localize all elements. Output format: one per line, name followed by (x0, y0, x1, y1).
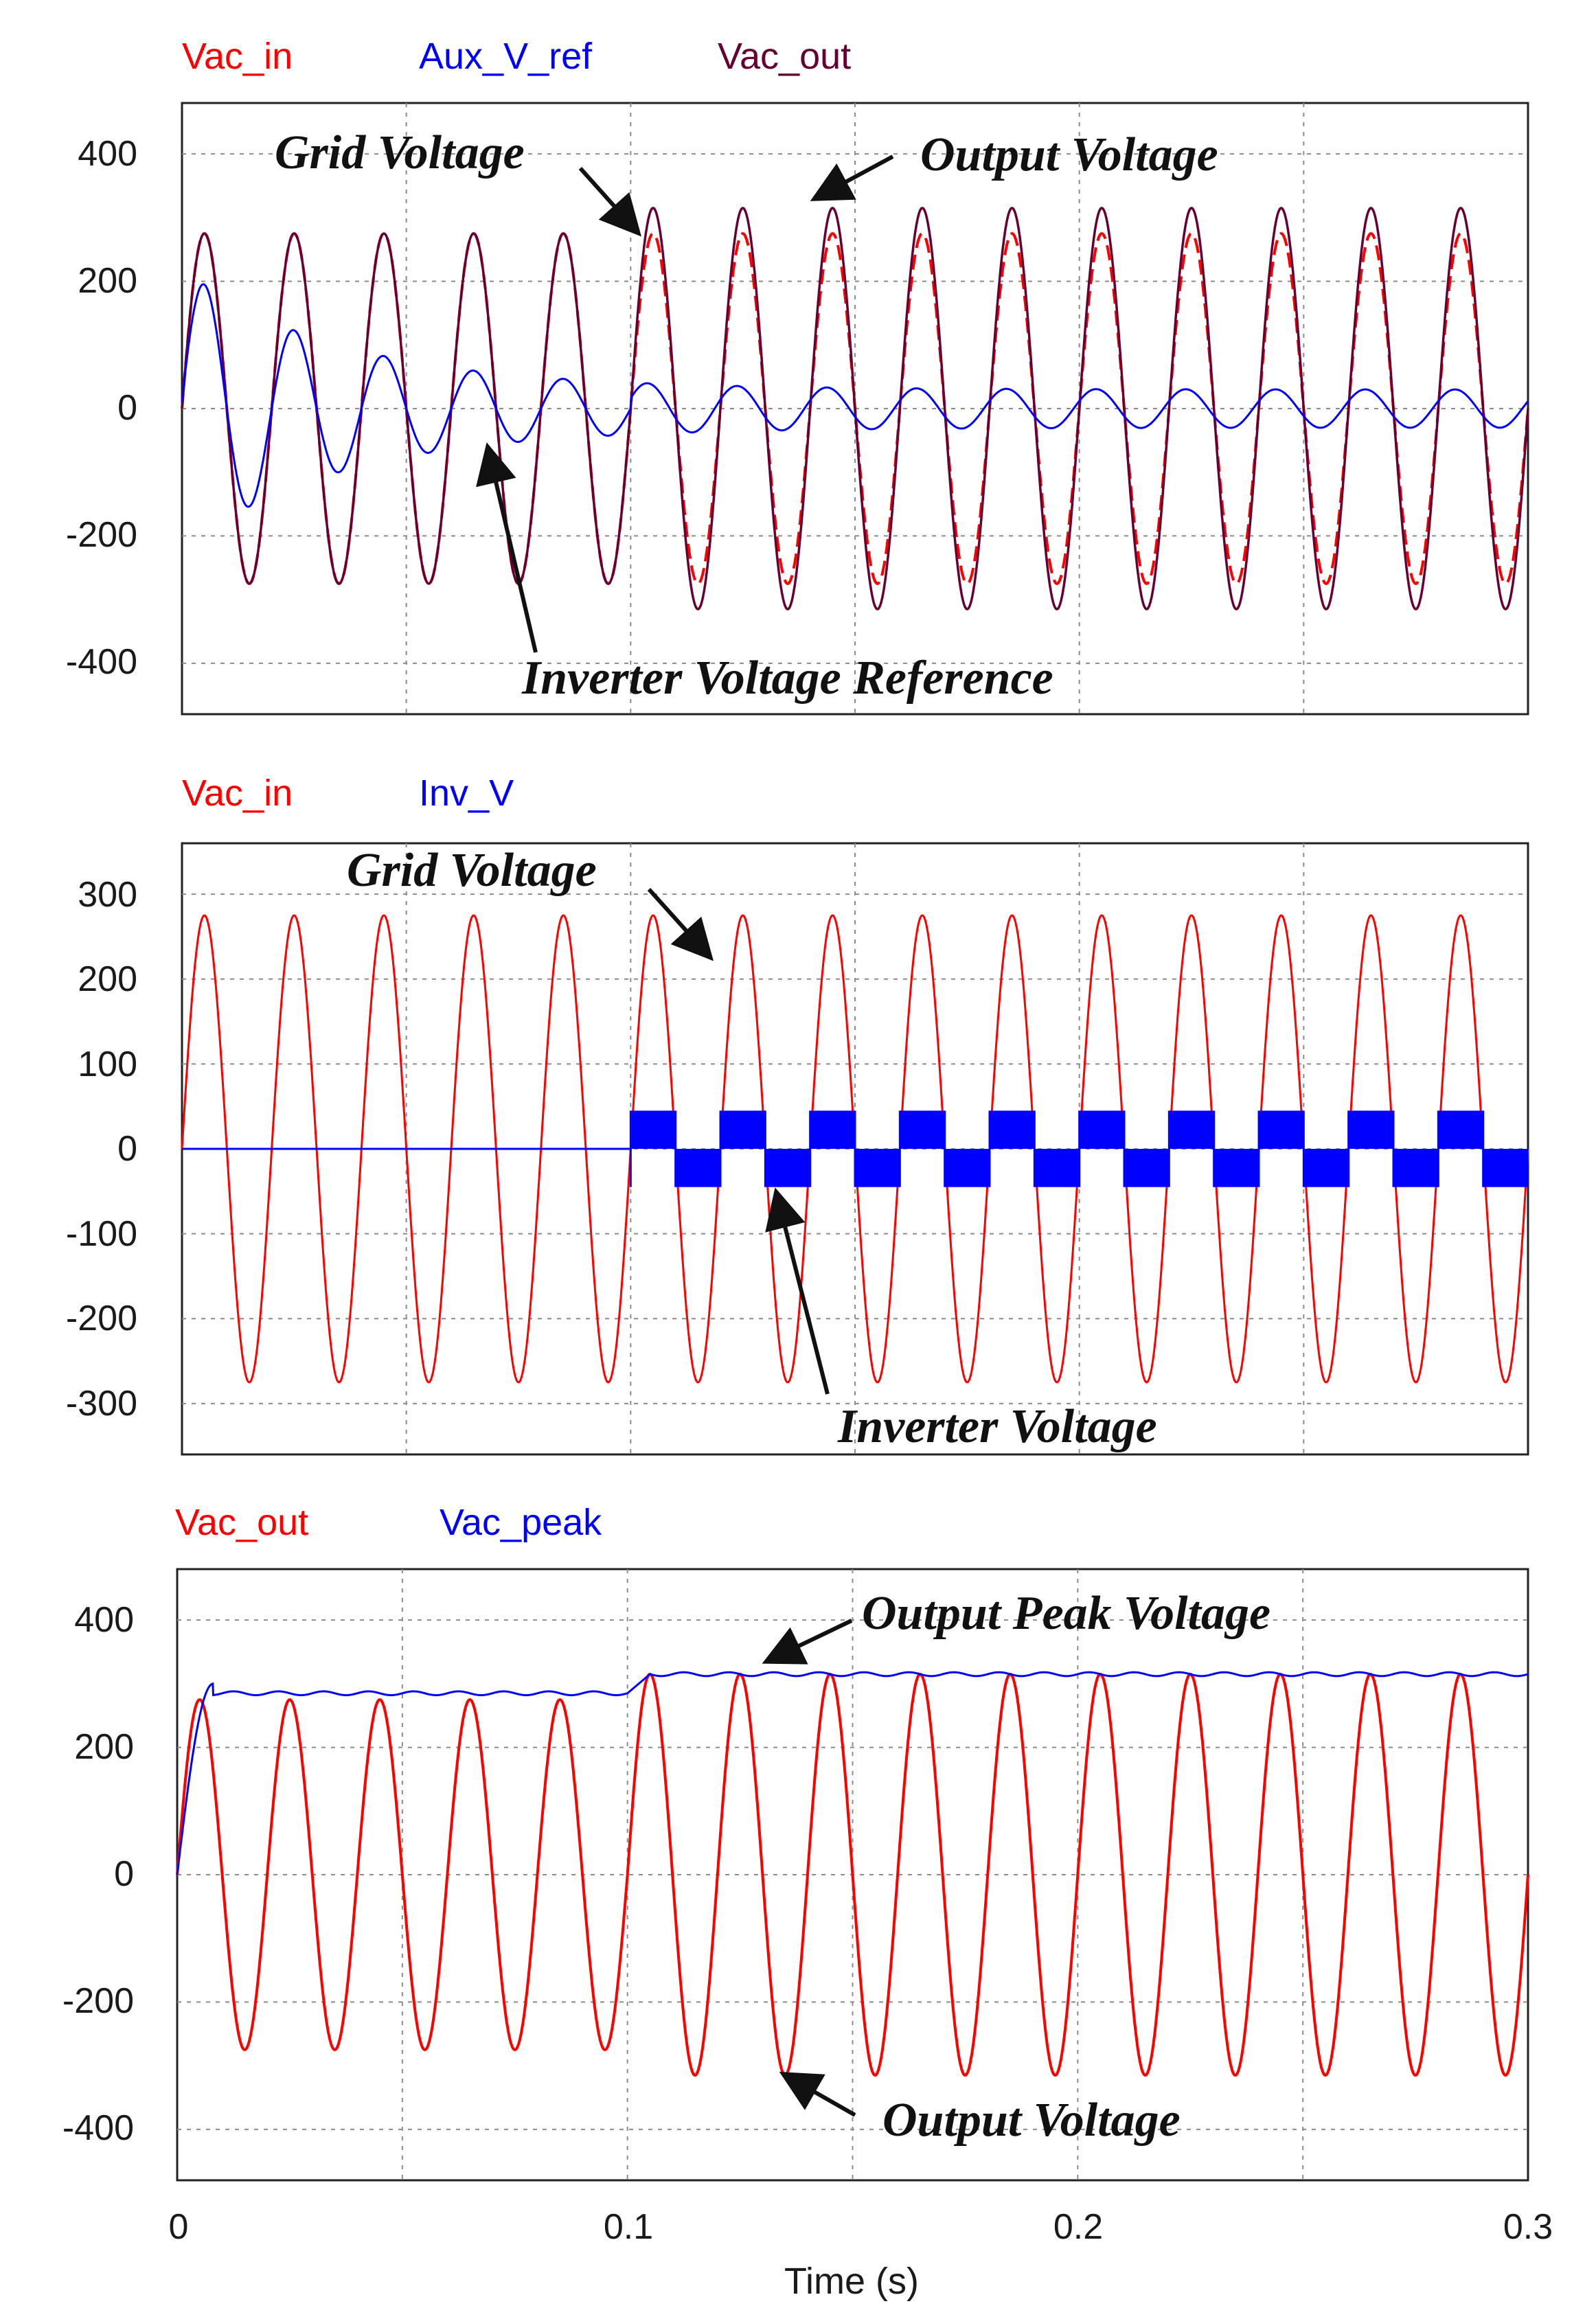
ytick-2-0: 300 (78, 875, 137, 915)
annot-1-inverter-voltage-reference: Inverter Voltage Reference (521, 652, 1053, 705)
inv-v-pwm-block-3 (765, 1149, 810, 1187)
inv-v-pwm-block-17 (1393, 1149, 1439, 1187)
arrow-3-output-peak-voltage (762, 1619, 853, 1665)
legend-2-vac-in: Vac_in (182, 773, 293, 814)
inv-v-pwm-block-10 (1079, 1110, 1124, 1149)
inv-v-pwm-block-14 (1259, 1110, 1304, 1149)
ytick-1-2: 0 (117, 388, 137, 428)
series-3-vac-peak (176, 1671, 1529, 1875)
inv-v-pwm-block-7 (944, 1149, 990, 1187)
inv-v-pwm-block-11 (1124, 1149, 1170, 1187)
series-1-aux-v-ref (181, 283, 1529, 508)
chart-2: Vac_in Inv_V 300 200 100 0 -100 -200 -30… (66, 773, 1529, 1456)
arrow-2-inverter-voltage (765, 1187, 830, 1395)
xtick-1: 0.1 (604, 2207, 653, 2247)
legend-3-vac-peak: Vac_peak (440, 1502, 602, 1543)
inv-v-pwm-block-6 (900, 1110, 945, 1149)
inv-v-pwm-block-4 (810, 1110, 855, 1149)
inv-v-pwm-block-19 (1483, 1149, 1528, 1187)
annot-2-inverter-voltage: Inverter Voltage (837, 1400, 1157, 1453)
legend-1-vac-in: Vac_in (182, 36, 293, 77)
ytick-2-6: -300 (66, 1384, 137, 1424)
annot-2-grid-voltage: Grid Voltage (347, 844, 597, 897)
ytick-2-2: 100 (78, 1044, 137, 1084)
inv-v-pwm-block-0 (630, 1110, 676, 1149)
inv-v-pwm-block-2 (720, 1110, 766, 1149)
legend-1-aux-v-ref: Aux_V_ref (419, 36, 593, 77)
chart-1: Vac_in Aux_V_ref Vac_out 400 200 0 -200 … (66, 36, 1529, 716)
ytick-2-3: 0 (117, 1129, 137, 1169)
inv-v-pwm-block-12 (1169, 1110, 1214, 1149)
inv-v-pwm-block-18 (1438, 1110, 1483, 1149)
series-3-vac-out (176, 1672, 1529, 2077)
arrow-1-grid-voltage (578, 166, 642, 237)
chart-3: Vac_out Vac_peak 400 200 0 -200 -400 Out… (62, 1502, 1553, 2302)
inv-v-pwm-block-1 (675, 1149, 720, 1187)
arrow-1-inverter-reference (476, 442, 538, 653)
ytick-2-4: -100 (66, 1214, 137, 1254)
ytick-3-2: 0 (114, 1854, 134, 1894)
ytick-2-5: -200 (66, 1299, 137, 1338)
ytick-3-4: -400 (62, 2108, 134, 2148)
ytick-3-0: 400 (74, 1600, 134, 1640)
inv-v-pwm-block-9 (1034, 1149, 1080, 1187)
annot-1-output-voltage: Output Voltage (920, 128, 1218, 181)
inv-v-pwm-block-15 (1303, 1149, 1349, 1187)
xtick-3: 0.3 (1503, 2207, 1553, 2247)
ytick-3-3: -200 (62, 1981, 134, 2021)
inv-v-pwm-block-13 (1213, 1149, 1259, 1187)
x-axis-label: Time (s) (784, 2261, 919, 2302)
xtick-2: 0.2 (1053, 2207, 1103, 2247)
arrow-2-grid-voltage (647, 887, 714, 961)
annot-3-output-voltage: Output Voltage (882, 2094, 1181, 2147)
inv-v-pwm-block-8 (990, 1110, 1035, 1149)
legend-2-inv-v: Inv_V (419, 773, 514, 814)
arrow-1-output-voltage (810, 155, 894, 201)
ytick-1-1: 200 (78, 261, 137, 301)
inv-v-pwm-block-16 (1348, 1110, 1393, 1149)
inv-v-pwm-block-5 (855, 1149, 900, 1187)
series-2-inv-v (629, 1110, 1528, 1187)
legend-1-vac-out: Vac_out (718, 36, 851, 77)
ytick-1-0: 400 (78, 134, 137, 174)
legend-3-vac-out: Vac_out (175, 1502, 308, 1543)
ytick-1-3: -200 (66, 515, 137, 555)
ytick-1-4: -400 (66, 642, 137, 682)
annot-1-grid-voltage: Grid Voltage (275, 126, 525, 179)
annot-3-output-peak-voltage: Output Peak Voltage (862, 1587, 1270, 1640)
arrow-3-output-voltage (779, 2072, 856, 2117)
ytick-2-1: 200 (78, 959, 137, 999)
ytick-3-1: 200 (74, 1727, 134, 1767)
xtick-0: 0 (169, 2207, 189, 2247)
